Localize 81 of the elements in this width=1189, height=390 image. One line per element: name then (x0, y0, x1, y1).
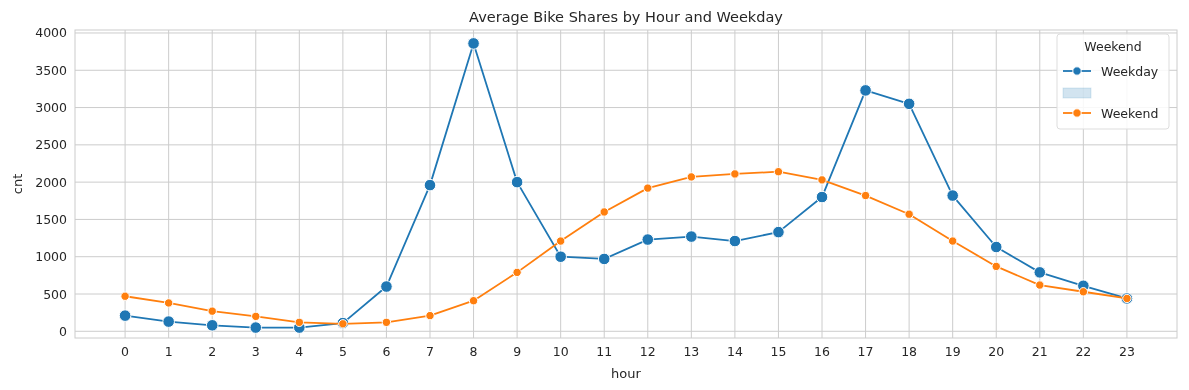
point (599, 207, 609, 217)
point (817, 175, 827, 185)
point (555, 236, 566, 246)
x-tick-label: 20 (988, 344, 1005, 359)
y-tick-label: 0 (59, 323, 68, 339)
point (249, 321, 263, 334)
x-tick-label: 14 (726, 344, 743, 359)
x-tick-label: 19 (944, 344, 961, 359)
x-tick-label: 8 (469, 344, 478, 359)
y-tick-label: 1500 (35, 211, 68, 227)
x-tick-label: 18 (901, 344, 918, 359)
point (947, 236, 958, 246)
point (730, 169, 740, 179)
point (120, 291, 130, 301)
point (728, 234, 742, 248)
x-tick-label: 2 (208, 344, 217, 359)
point (1035, 280, 1045, 290)
point (467, 37, 480, 50)
point (163, 298, 174, 308)
x-tick-label: 9 (513, 344, 522, 359)
point (597, 252, 611, 266)
point (643, 183, 653, 193)
point (904, 209, 914, 219)
y-tick-label: 2500 (35, 137, 68, 153)
legend-label: Weekend (1101, 105, 1159, 121)
x-tick-label: 10 (552, 344, 569, 359)
point (251, 311, 261, 322)
point (380, 280, 393, 293)
point (207, 306, 217, 316)
x-axis-title: hour (611, 366, 642, 381)
x-tick-label: 12 (639, 344, 656, 359)
point (510, 175, 524, 189)
legend-label: Weekday (1101, 63, 1159, 79)
point (641, 233, 655, 246)
y-axis-title: cnt (10, 173, 25, 195)
point (946, 189, 959, 202)
x-tick-label: 3 (251, 344, 260, 359)
x-tick-label: 7 (426, 344, 434, 359)
point (554, 250, 567, 264)
point (468, 296, 479, 306)
x-tick-label: 4 (295, 344, 304, 359)
point (1033, 266, 1047, 279)
point (772, 225, 785, 239)
y-tick-label: 1000 (35, 249, 68, 265)
point (989, 240, 1003, 254)
x-tick-label: 22 (1075, 344, 1092, 359)
point (162, 315, 175, 328)
y-tick-label: 3000 (35, 100, 68, 116)
x-tick-label: 17 (857, 344, 874, 359)
point (860, 190, 871, 201)
point (859, 84, 872, 97)
point (118, 309, 132, 322)
legend-title: Weekend (1084, 39, 1142, 54)
y-tick-label: 4000 (35, 25, 68, 41)
point (1078, 287, 1089, 297)
point (425, 310, 435, 321)
point (685, 230, 698, 243)
x-tick-label: 15 (770, 344, 787, 359)
point (423, 178, 437, 192)
y-tick-label: 2000 (35, 174, 68, 190)
point (381, 317, 392, 328)
x-tick-label: 0 (121, 344, 130, 359)
x-tick-label: 16 (814, 344, 831, 359)
x-tick-label: 6 (382, 344, 391, 359)
y-tick-label: 3500 (35, 62, 68, 78)
point (205, 319, 219, 332)
x-tick-label: 1 (164, 344, 173, 359)
point (686, 172, 697, 182)
point (991, 261, 1001, 272)
point (815, 190, 829, 204)
x-tick-label: 5 (338, 344, 347, 359)
point (773, 167, 784, 177)
point (902, 97, 916, 111)
y-tick-label: 500 (43, 286, 68, 302)
point (294, 317, 305, 328)
x-tick-label: 11 (596, 344, 613, 359)
x-tick-label: 21 (1031, 344, 1048, 359)
x-tick-label: 23 (1118, 344, 1135, 359)
point (512, 267, 522, 278)
chart-title: Average Bike Shares by Hour and Weekday (469, 9, 784, 25)
x-tick-label: 13 (683, 344, 700, 359)
